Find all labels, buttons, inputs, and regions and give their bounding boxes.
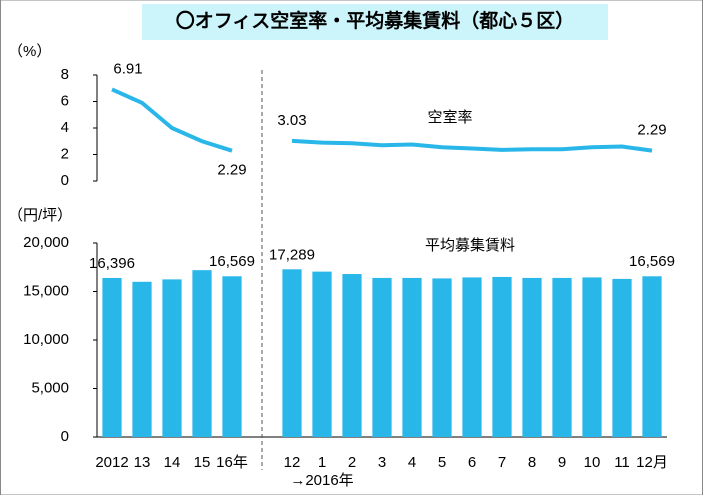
annotation: 平均募集賃料 [425,237,515,254]
data-label: 16,569 [629,253,675,270]
line [111,87,653,153]
bar [132,281,152,437]
y-tick-label: 2 [61,145,69,162]
bar [282,269,302,437]
x-tick-label: 9 [558,454,566,471]
bar [312,271,332,437]
x-tick-label: 10 [584,454,601,471]
bar [462,277,482,437]
y-tick-label: 8 [61,66,69,83]
y-unit: （円/坪） [8,207,72,224]
bar [162,279,182,437]
x-tick-label: 16年 [216,454,248,471]
bar [342,274,362,437]
y-tick-label: 5,000 [31,379,69,396]
y-tick-label: 15,000 [23,282,69,299]
x-tick-label: 12月 [636,454,668,471]
x-tick-label: 15 [194,454,211,471]
bar [522,277,542,437]
x-tick-label: 11 [614,454,630,471]
data-label: 2.29 [217,162,246,179]
x-tick-label: 2012 [95,454,128,471]
data-label: 6.91 [113,60,142,77]
title-box [142,4,608,40]
data-label: 16,396 [89,255,135,272]
data-label: 3.03 [277,112,306,129]
x-tick-label: 12 [284,454,301,471]
bar [222,276,242,437]
x-tick-label: 2 [348,454,356,471]
bar [492,276,512,437]
bar [642,276,662,437]
x-tick-label: 13 [134,454,151,471]
y-tick-label: 0 [61,428,69,445]
y-tick-label: 20,000 [23,234,69,251]
x-tick-label: 4 [408,454,416,471]
data-label: 16,569 [209,253,255,270]
bar [582,277,602,437]
x-tick-label: 1 [318,454,326,471]
y-tick-label: 0 [61,172,69,189]
x-tick-label: 6 [468,454,476,471]
annotation: 空室率 [427,109,472,126]
bar [432,278,452,437]
data-label: 17,289 [269,246,315,263]
bar [402,277,422,437]
x-tick-label: 3 [378,454,386,471]
x-tick-label: 8 [528,454,536,471]
y-tick-label: 4 [61,119,69,136]
data-label: 2.29 [637,122,666,139]
bar [192,270,212,437]
x-tick-label: 5 [438,454,446,471]
y-tick-label: 6 [61,92,69,109]
chart-title: 〇オフィス空室率・平均募集賃料（都心５区） [176,9,575,32]
x-tick-label: 14 [164,454,181,471]
bar [552,277,572,437]
bar [612,278,632,437]
x-annotation: →2016年 [290,472,353,489]
bar [102,277,122,437]
y-unit: （%） [8,43,51,60]
y-tick-label: 10,000 [23,331,69,348]
x-tick-label: 7 [498,454,506,471]
bar [372,277,392,437]
